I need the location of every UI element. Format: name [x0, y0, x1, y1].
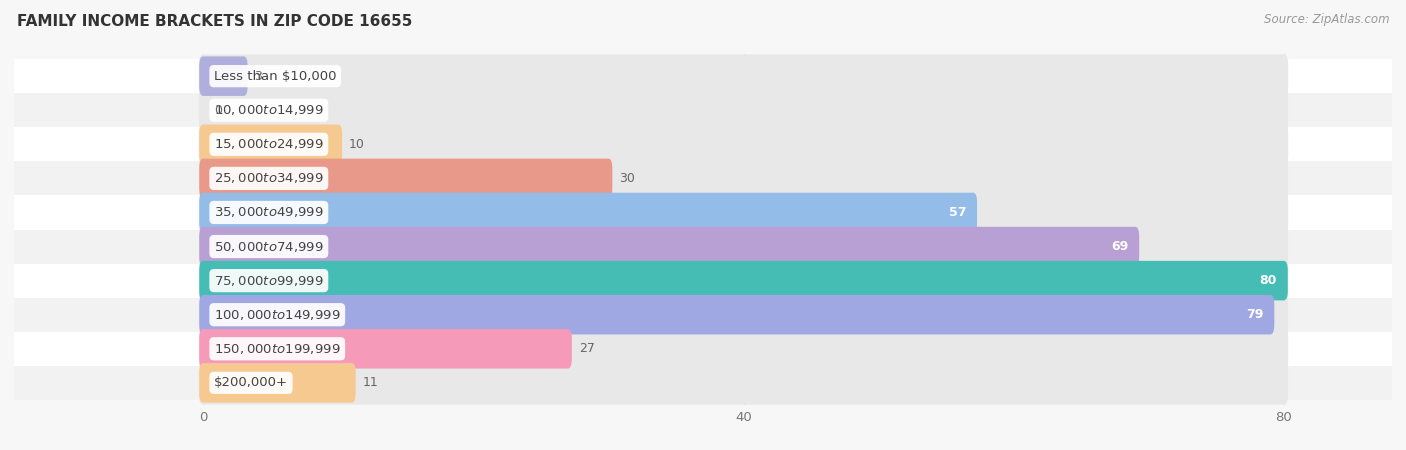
FancyBboxPatch shape	[198, 191, 1288, 234]
Text: 3: 3	[254, 70, 263, 83]
Bar	[14, 230, 1392, 264]
Text: 10: 10	[349, 138, 366, 151]
FancyBboxPatch shape	[198, 54, 1288, 98]
FancyBboxPatch shape	[200, 158, 613, 198]
Bar	[14, 162, 1392, 195]
Text: Source: ZipAtlas.com: Source: ZipAtlas.com	[1264, 14, 1389, 27]
Bar	[14, 297, 1392, 332]
Text: 11: 11	[363, 376, 378, 389]
Text: $200,000+: $200,000+	[214, 376, 288, 389]
FancyBboxPatch shape	[200, 125, 342, 164]
Text: FAMILY INCOME BRACKETS IN ZIP CODE 16655: FAMILY INCOME BRACKETS IN ZIP CODE 16655	[17, 14, 412, 28]
FancyBboxPatch shape	[200, 329, 572, 369]
Text: 79: 79	[1246, 308, 1264, 321]
FancyBboxPatch shape	[200, 227, 1139, 266]
FancyBboxPatch shape	[198, 259, 1288, 302]
Text: 30: 30	[619, 172, 636, 185]
Bar	[14, 93, 1392, 127]
Text: 27: 27	[579, 342, 595, 355]
Text: Less than $10,000: Less than $10,000	[214, 70, 336, 83]
Text: 69: 69	[1111, 240, 1129, 253]
Text: $100,000 to $149,999: $100,000 to $149,999	[214, 308, 340, 322]
FancyBboxPatch shape	[200, 193, 977, 232]
FancyBboxPatch shape	[200, 295, 1274, 334]
Text: 57: 57	[949, 206, 966, 219]
FancyBboxPatch shape	[200, 56, 247, 96]
FancyBboxPatch shape	[198, 327, 1288, 371]
Bar	[14, 366, 1392, 400]
Bar	[14, 195, 1392, 230]
FancyBboxPatch shape	[200, 363, 356, 403]
FancyBboxPatch shape	[198, 88, 1288, 132]
Text: $25,000 to $34,999: $25,000 to $34,999	[214, 171, 323, 185]
FancyBboxPatch shape	[198, 361, 1288, 405]
Text: 80: 80	[1260, 274, 1277, 287]
Bar	[14, 264, 1392, 297]
Text: $75,000 to $99,999: $75,000 to $99,999	[214, 274, 323, 288]
Text: $50,000 to $74,999: $50,000 to $74,999	[214, 239, 323, 253]
Bar	[14, 127, 1392, 162]
Text: $35,000 to $49,999: $35,000 to $49,999	[214, 206, 323, 220]
FancyBboxPatch shape	[198, 122, 1288, 166]
Text: $10,000 to $14,999: $10,000 to $14,999	[214, 103, 323, 117]
Bar	[14, 332, 1392, 366]
FancyBboxPatch shape	[198, 225, 1288, 268]
Text: $15,000 to $24,999: $15,000 to $24,999	[214, 137, 323, 151]
Text: $150,000 to $199,999: $150,000 to $199,999	[214, 342, 340, 356]
Bar	[14, 59, 1392, 93]
FancyBboxPatch shape	[198, 157, 1288, 200]
FancyBboxPatch shape	[198, 293, 1288, 337]
Text: 0: 0	[214, 104, 222, 117]
FancyBboxPatch shape	[200, 261, 1288, 301]
